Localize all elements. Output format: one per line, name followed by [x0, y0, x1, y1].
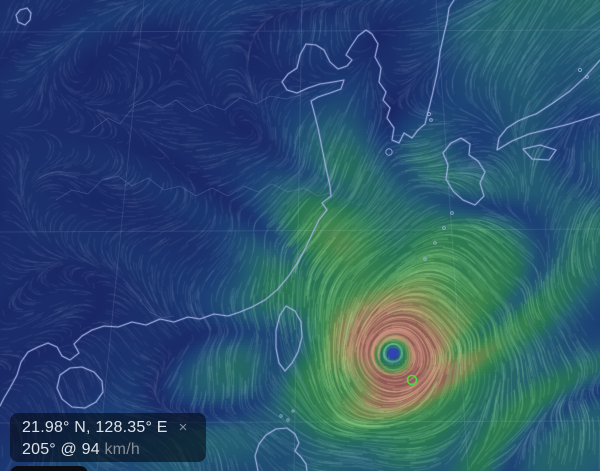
wind-direction-speed-text: 205° @ 94 [22, 441, 100, 458]
readout-line-wind: 205° @ 94 km/h [22, 439, 206, 461]
location-readout-panel: 21.98° N, 128.35° E × 205° @ 94 km/h [10, 413, 206, 462]
coordinates-text: 21.98° N, 128.35° E [22, 419, 168, 436]
wind-units-text: km/h [104, 441, 140, 458]
menu-panel-stub[interactable] [10, 466, 88, 471]
readout-line-coordinates: 21.98° N, 128.35° E × [22, 417, 206, 439]
close-icon[interactable]: × [178, 419, 188, 436]
